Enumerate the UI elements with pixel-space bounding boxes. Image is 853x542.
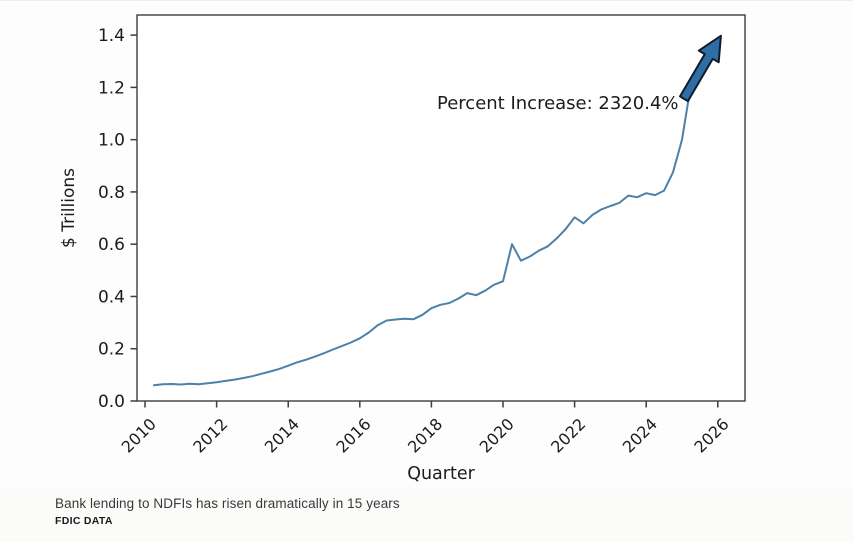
y-tick-label: 0.2 bbox=[98, 340, 125, 360]
data-line bbox=[153, 83, 692, 387]
y-tick-label: 1.2 bbox=[98, 78, 125, 98]
y-tick-label: 1.0 bbox=[98, 131, 125, 151]
trend-arrow-icon bbox=[679, 34, 722, 103]
plot-area bbox=[136, 14, 746, 402]
y-tick-label: 0.8 bbox=[98, 183, 125, 203]
x-tick-label: 2014 bbox=[261, 414, 303, 456]
x-tick-label: 2022 bbox=[547, 414, 589, 456]
x-tick-label: 2012 bbox=[189, 414, 231, 456]
percent-increase-annotation: Percent Increase: 2320.4% bbox=[437, 93, 679, 114]
x-tick-label: 2018 bbox=[404, 414, 446, 456]
data-source-label: FDIC DATA bbox=[55, 515, 113, 527]
y-tick-label: 0.0 bbox=[98, 392, 125, 412]
y-tick-label: 0.4 bbox=[98, 287, 125, 307]
x-axis-label: Quarter bbox=[407, 464, 475, 484]
y-axis-label: $ Trillions bbox=[59, 168, 79, 248]
x-tick-label: 2020 bbox=[476, 414, 518, 456]
x-tick-label: 2024 bbox=[619, 414, 661, 456]
y-tick-label: 0.6 bbox=[98, 235, 125, 255]
x-tick-label: 2026 bbox=[690, 414, 732, 456]
x-tick-label: 2016 bbox=[332, 414, 374, 456]
chart-caption: Bank lending to NDFIs has risen dramatic… bbox=[55, 496, 400, 511]
x-tick-label: 2010 bbox=[118, 414, 160, 456]
line-chart: 0.0 0.2 0.4 0.6 0.8 1.0 1.2 1.4 2010 2012 2014 2016… bbox=[59, 14, 746, 484]
caption-block: Bank lending to NDFIs has risen dramatic… bbox=[55, 495, 795, 527]
chart-figure: 0.0 0.2 0.4 0.6 0.8 1.0 1.2 1.4 2010 2012 2014 2016… bbox=[0, 1, 853, 489]
y-tick-label: 1.4 bbox=[98, 26, 125, 46]
